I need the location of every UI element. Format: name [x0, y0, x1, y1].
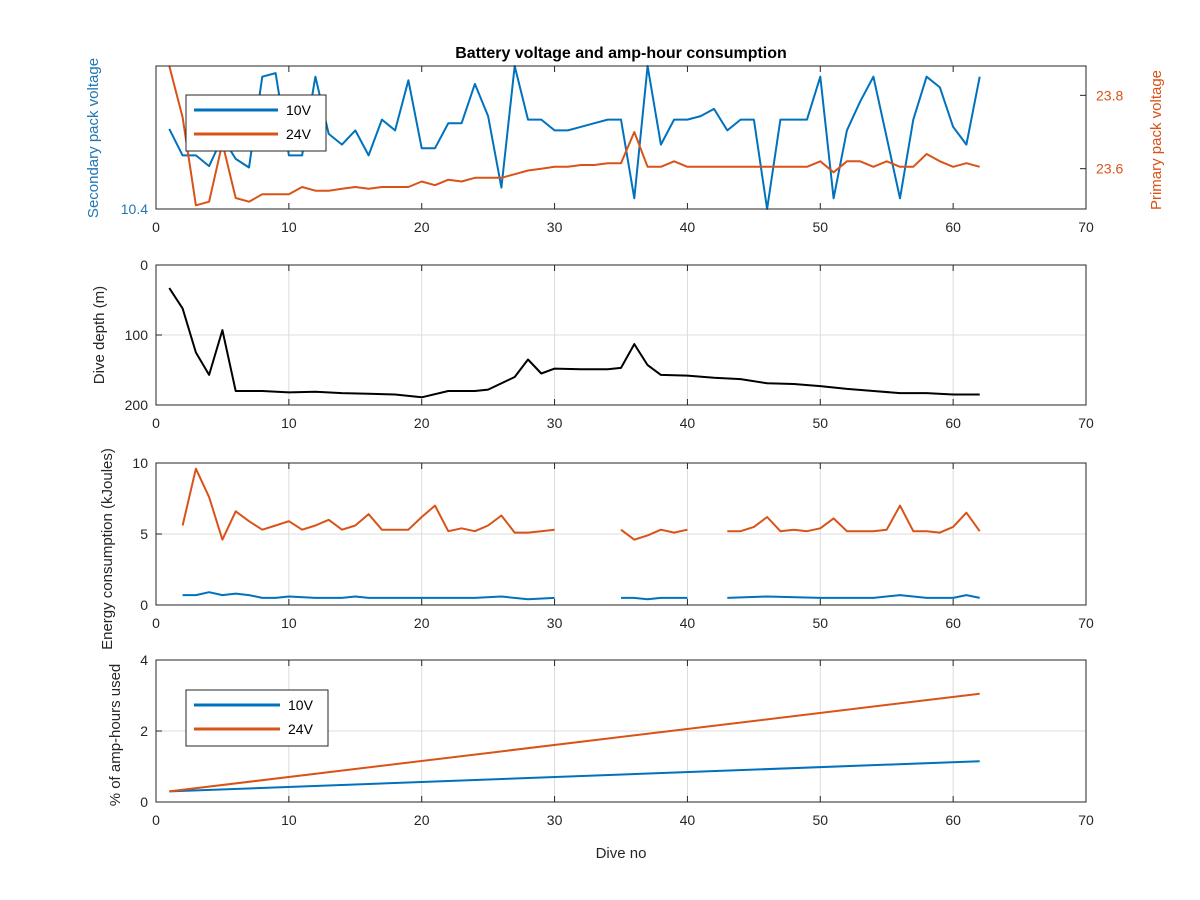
subplot-depth: 0 10 20 30 40 50 60 70 0 100 200 Dive depth (m) [91, 257, 1094, 431]
x-tick-label: 0 [152, 219, 160, 235]
x-tick-label: 10 [281, 219, 297, 235]
legend-label-24v: 24V [288, 721, 314, 737]
subplot-energy-yticks: 0 5 10 [132, 455, 162, 613]
x-tick-label: 40 [680, 615, 696, 631]
legend-voltage: 10V 24V [185, 94, 327, 152]
x-tick-label: 30 [547, 219, 563, 235]
legend-label-24v: 24V [286, 126, 312, 142]
x-tick-label: 70 [1078, 615, 1094, 631]
subplot-voltage: 0 10 20 30 40 50 60 70 10.4 23.6 23.8 Battery vo… [85, 45, 1165, 235]
y-tick-label: 0 [140, 794, 148, 810]
x-tick-label: 70 [1078, 812, 1094, 828]
y-axis-label-depth: Dive depth (m) [91, 286, 108, 384]
subplot-energy-series [181, 467, 981, 601]
x-tick-label: 30 [547, 415, 563, 431]
x-tick-label: 0 [152, 615, 160, 631]
chart-title: Battery voltage and amp-hour consumption [455, 45, 787, 62]
series-amphours-24v-line [169, 692, 980, 793]
legend-label-10v: 10V [288, 697, 314, 713]
series-amphours-10v-line [169, 760, 980, 793]
y-tick-label: 5 [140, 526, 148, 542]
subplot-depth-grid [156, 265, 1086, 405]
x-tick-label: 50 [812, 812, 828, 828]
y-tick-label: 4 [140, 652, 148, 668]
x-tick-label: 20 [414, 615, 430, 631]
x-tick-label: 60 [945, 812, 961, 828]
subplot-energy-grid [156, 463, 1086, 605]
subplot-energy-xticks: 0 10 20 30 40 50 60 70 [152, 463, 1094, 631]
x-tick-label: 40 [680, 415, 696, 431]
legend-label-10v: 10V [286, 102, 312, 118]
subplot-amphours-xticks: 0 10 20 30 40 50 60 70 [152, 660, 1094, 828]
legend-box [185, 94, 327, 152]
x-tick-label: 40 [680, 812, 696, 828]
y-axis-label-amphours: % of amp-hours used [107, 664, 124, 807]
subplot-energy: 0 10 20 30 40 50 60 70 0 5 10 Energy consumption … [99, 448, 1094, 650]
x-tick-label: 10 [281, 812, 297, 828]
y-tick-label: 2 [140, 723, 148, 739]
legend-amphours: 10V 24V [185, 689, 329, 747]
subplot-amphours-yticks: 0 2 4 [140, 652, 162, 810]
x-tick-label: 70 [1078, 415, 1094, 431]
x-tick-label: 50 [812, 219, 828, 235]
y-tick-label: 200 [125, 397, 149, 413]
y-axis-label-energy: Energy consumption (kJoules) [99, 448, 116, 650]
y-tick-label: 10 [132, 455, 148, 471]
x-tick-label: 10 [281, 415, 297, 431]
x-tick-label: 0 [152, 415, 160, 431]
x-tick-label: 20 [414, 812, 430, 828]
x-tick-label: 0 [152, 812, 160, 828]
subplot-voltage-yticks-left: 10.4 [121, 201, 162, 217]
subplot-voltage-yticks-right: 23.6 23.8 [1080, 87, 1123, 177]
x-tick-label: 30 [547, 812, 563, 828]
y-tick-label: 10.4 [121, 201, 148, 217]
y-tick-label: 0 [140, 257, 148, 273]
subplot-depth-xticks: 0 10 20 30 40 50 60 70 [152, 265, 1094, 431]
x-tick-label: 70 [1078, 219, 1094, 235]
subplot-voltage-xticks: 0 10 20 30 40 50 60 70 [152, 66, 1094, 235]
x-tick-label: 10 [281, 615, 297, 631]
subplot-amphours-series [169, 692, 980, 793]
x-tick-label: 60 [945, 415, 961, 431]
series-24v-line [168, 65, 980, 207]
y-tick-label: 100 [125, 327, 149, 343]
subplot-amphours: 0 10 20 30 40 50 60 70 024 % of amp-hours used … [107, 652, 1094, 862]
series-depth-line [168, 287, 980, 399]
y-tick-label: 0 [140, 597, 148, 613]
y-axis-label-right: Primary pack voltage [1148, 70, 1165, 210]
legend-box [185, 689, 329, 747]
x-tick-label: 50 [812, 615, 828, 631]
x-axis-label: Dive no [596, 845, 647, 862]
x-tick-label: 40 [680, 219, 696, 235]
y-axis-label-left: Secondary pack voltage [85, 58, 102, 218]
x-tick-label: 20 [414, 415, 430, 431]
subplot-depth-series [168, 287, 980, 399]
subplot-depth-yticks: 0 100 200 [125, 257, 162, 413]
subplot-voltage-frame [155, 65, 1087, 210]
x-tick-label: 30 [547, 615, 563, 631]
series-energy-24v-line [181, 467, 981, 541]
y-tick-label: 23.6 [1096, 161, 1123, 177]
series-energy-10v-line [182, 591, 980, 601]
x-tick-label: 60 [945, 615, 961, 631]
x-tick-label: 50 [812, 415, 828, 431]
x-tick-label: 60 [945, 219, 961, 235]
y-tick-label: 23.8 [1096, 87, 1123, 103]
x-tick-label: 20 [414, 219, 430, 235]
